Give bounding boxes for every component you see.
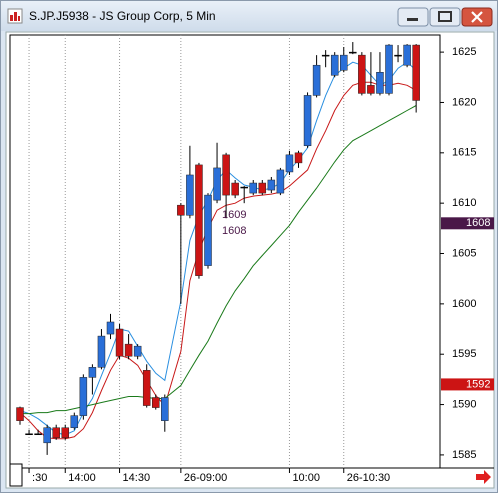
candle-body xyxy=(161,397,169,421)
y-tick-label: 1610 xyxy=(452,197,476,209)
candle-body xyxy=(152,397,160,408)
candle-body xyxy=(70,415,79,428)
window-title: S.JP.J5938 - JS Group Corp, 5 Min xyxy=(29,9,216,23)
candle-body xyxy=(330,54,339,76)
x-tick-label: 10:00 xyxy=(292,472,320,484)
x-tick-label: 26-09:00 xyxy=(184,472,227,484)
candle-body xyxy=(349,51,357,54)
candle-body xyxy=(367,85,375,94)
candle-body xyxy=(43,427,51,444)
candle-body xyxy=(312,64,321,96)
candle-body xyxy=(385,44,393,94)
y-tick-label: 1625 xyxy=(452,46,476,58)
candle-body xyxy=(231,182,239,196)
candle-body xyxy=(88,367,97,378)
candle-body xyxy=(195,164,203,276)
candle-body xyxy=(142,370,151,406)
x-tick-label: 14:00 xyxy=(68,472,96,484)
candle-body xyxy=(177,204,185,216)
candle-body xyxy=(79,377,88,416)
candle-body xyxy=(106,321,115,335)
annotation: 1608 xyxy=(222,225,246,237)
candle-body xyxy=(276,169,285,194)
plot: 1585 1590 1595 1600 1605 1610 1615 1620 1625 :30 1… xyxy=(16,35,494,484)
candle-body xyxy=(267,179,276,191)
price-tag xyxy=(441,217,494,230)
y-tick-label: 1620 xyxy=(452,96,476,108)
candle-body xyxy=(52,427,60,439)
app-icon xyxy=(7,8,23,24)
price-tag-label: 1608 xyxy=(466,217,490,229)
candle-body xyxy=(34,433,42,436)
candle-body xyxy=(124,343,133,357)
candle-body xyxy=(115,328,124,357)
price-tag-label: 1592 xyxy=(466,378,490,390)
y-tick-label: 1585 xyxy=(452,449,476,461)
annotation: 1609 xyxy=(222,209,246,221)
candle-body xyxy=(213,167,221,201)
candle-body xyxy=(61,427,69,439)
scroll-arrow[interactable] xyxy=(476,470,491,484)
y-tick-label: 1600 xyxy=(452,298,476,310)
candle-body xyxy=(303,95,312,147)
candle-body xyxy=(249,182,257,194)
maximize-button[interactable] xyxy=(429,7,461,27)
x-tick-label: 26-10:30 xyxy=(347,472,390,484)
y-tick-label: 1595 xyxy=(452,348,476,360)
candle-body xyxy=(204,194,212,266)
candle-body xyxy=(358,54,366,94)
candle-body xyxy=(294,152,303,164)
y-tick-label: 1590 xyxy=(452,398,476,410)
close-button[interactable] xyxy=(461,7,493,27)
candle-body xyxy=(240,186,248,189)
candle-body xyxy=(25,433,33,436)
y-tick-label: 1605 xyxy=(452,247,476,259)
candle-body xyxy=(258,182,267,194)
candle-body xyxy=(97,335,106,368)
minimize-button[interactable] xyxy=(397,7,429,27)
candle-body xyxy=(412,44,420,101)
candle-body xyxy=(376,72,384,94)
x-tick-label: :30 xyxy=(32,472,47,484)
price-tag xyxy=(441,378,494,391)
ma-line xyxy=(19,81,417,440)
plot-area xyxy=(9,34,441,469)
candle-body xyxy=(403,44,411,66)
candle-body xyxy=(222,154,230,196)
candle-body xyxy=(321,54,330,57)
x-tick-label: 14:30 xyxy=(123,472,151,484)
candle-body xyxy=(186,174,194,216)
scroll-box[interactable] xyxy=(9,463,23,487)
y-tick-label: 1615 xyxy=(452,147,476,159)
candle-body xyxy=(394,54,402,57)
candle-body xyxy=(133,345,142,357)
candle-body xyxy=(16,407,24,421)
candle-body xyxy=(285,154,294,173)
candle-body xyxy=(340,54,348,71)
